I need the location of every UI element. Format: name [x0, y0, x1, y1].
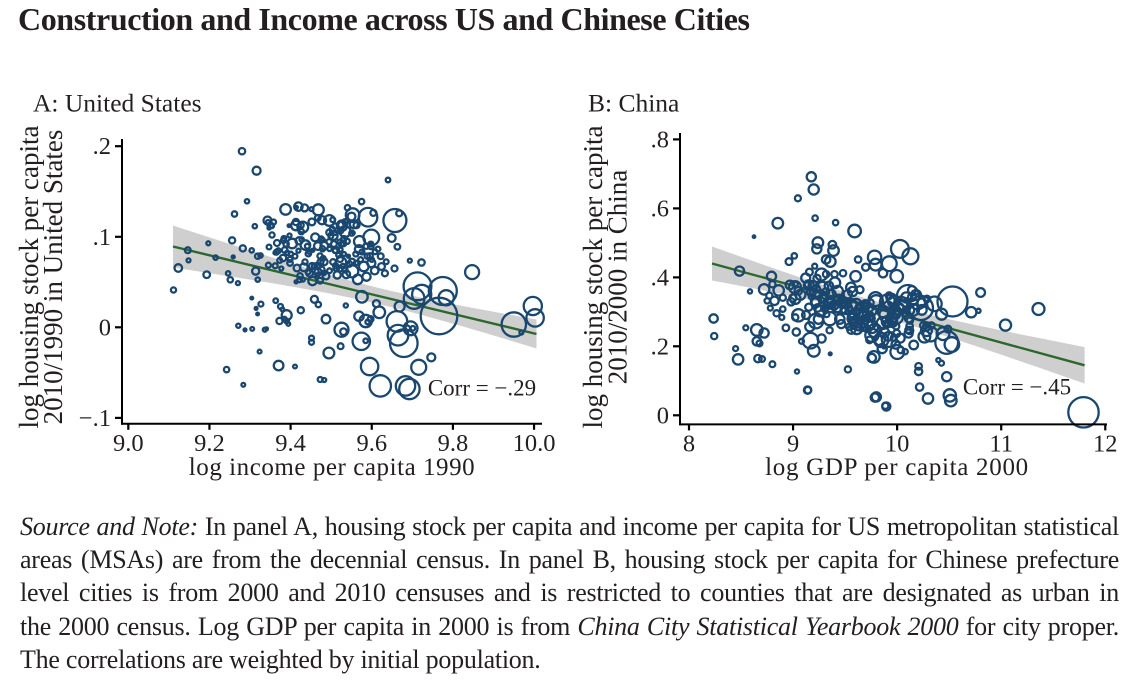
svg-text:9.6: 9.6: [356, 430, 387, 457]
svg-text:9.2: 9.2: [194, 430, 225, 457]
svg-text:11: 11: [989, 430, 1013, 457]
svg-text:log housing stock per capita: log housing stock per capita: [578, 126, 608, 429]
svg-text:Corr = −.45: Corr = −.45: [963, 375, 1071, 400]
svg-text:log income per capita 1990: log income per capita 1990: [189, 454, 475, 481]
svg-text:12: 12: [1093, 430, 1118, 457]
svg-text:.1: .1: [93, 224, 111, 251]
svg-text:.2: .2: [651, 333, 669, 360]
svg-text:8: 8: [683, 430, 695, 457]
svg-text:.6: .6: [651, 195, 669, 222]
svg-text:9: 9: [787, 430, 799, 457]
svg-text:9.4: 9.4: [275, 430, 306, 457]
svg-text:0: 0: [657, 402, 669, 429]
svg-text:.4: .4: [651, 264, 669, 291]
svg-text:B: China: B: China: [588, 89, 679, 118]
svg-text:0: 0: [99, 314, 111, 341]
svg-text:.2: .2: [93, 133, 111, 160]
svg-text:2010/2000 in China: 2010/2000 in China: [603, 170, 633, 385]
svg-text:10.0: 10.0: [513, 430, 556, 457]
svg-text:log GDP per capita 2000: log GDP per capita 2000: [765, 454, 1029, 481]
svg-text:Corr = −.29: Corr = −.29: [428, 376, 536, 401]
svg-text:10: 10: [885, 430, 910, 457]
svg-text:log housing stock per capita: log housing stock per capita: [14, 126, 44, 429]
svg-text:9.0: 9.0: [113, 430, 144, 457]
svg-text:.8: .8: [651, 126, 669, 153]
svg-text:A: United States: A: United States: [33, 89, 202, 118]
svg-text:−.1: −.1: [79, 405, 111, 432]
svg-text:2010/1990 in United States: 2010/1990 in United States: [38, 130, 68, 425]
svg-text:9.8: 9.8: [438, 430, 469, 457]
